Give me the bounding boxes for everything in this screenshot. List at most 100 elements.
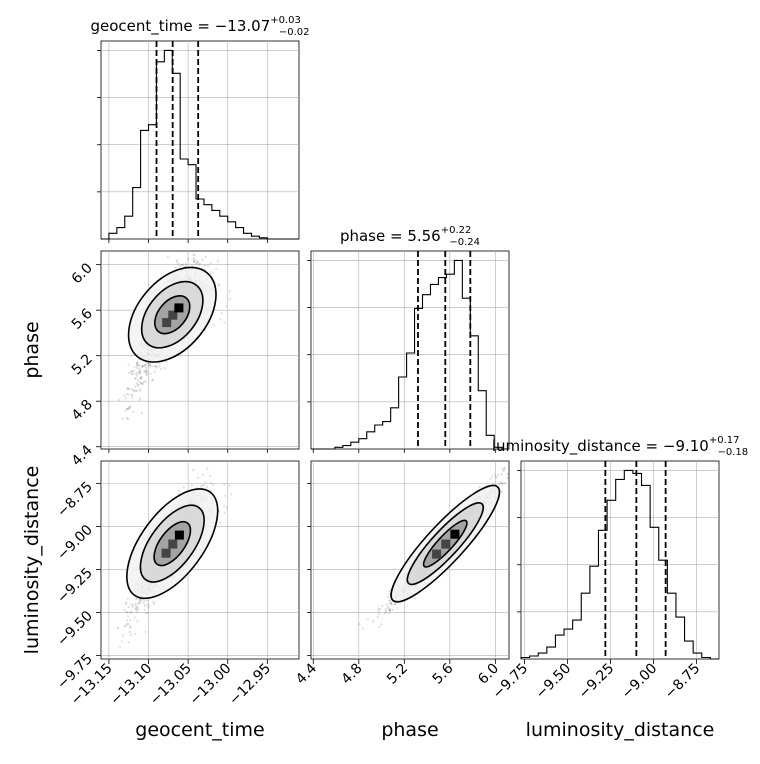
sample-point [126, 392, 129, 396]
sample-point [385, 610, 388, 613]
sample-point [131, 397, 134, 400]
sample-point [130, 633, 133, 637]
sample-point [184, 263, 188, 266]
sample-point [137, 379, 140, 382]
sample-point [144, 365, 147, 368]
sample-point [223, 512, 226, 515]
sample-point [139, 598, 142, 602]
sample-point [201, 473, 204, 476]
sample-point [139, 371, 142, 374]
sample-point [117, 626, 120, 630]
title-value: geocent_time = −13.07 [90, 17, 270, 36]
sample-point [385, 603, 388, 606]
sample-point [140, 375, 143, 378]
sample-point [117, 398, 121, 402]
sample-point [219, 521, 222, 524]
panel-phase-vs-luminosity_distance [310, 460, 510, 660]
sample-point [144, 370, 147, 373]
sample-point [145, 362, 148, 365]
hist-panel-luminosity_distance: luminosity_distance = −9.10+0.17 −0.18 [492, 435, 748, 660]
sample-point [193, 260, 196, 263]
sample-point [376, 615, 379, 619]
sample-point [196, 261, 199, 264]
sample-point [135, 363, 138, 366]
sample-point [129, 619, 132, 622]
sample-point [131, 372, 134, 375]
sample-point [129, 626, 132, 629]
sample-point [197, 476, 200, 479]
sample-point [139, 388, 142, 391]
sample-point [125, 417, 128, 420]
sample-point [133, 616, 136, 619]
sample-point [135, 389, 138, 392]
sample-point [151, 379, 154, 382]
sample-point [146, 611, 149, 614]
sample-point [125, 602, 128, 605]
sample-point [127, 393, 130, 396]
sample-point [206, 264, 209, 267]
sample-point [124, 397, 127, 400]
sample-point [163, 367, 167, 370]
sample-point [136, 608, 140, 611]
sample-point [166, 255, 169, 258]
sample-point [181, 263, 184, 266]
x-tick-label-phase: 5.6 [430, 660, 457, 687]
sample-point [137, 383, 140, 386]
sample-point [138, 364, 141, 367]
sample-point [506, 472, 509, 476]
sample-point [389, 599, 392, 602]
sample-point [176, 259, 179, 262]
y-axis-label-phase: phase [21, 321, 43, 378]
y-tick-label-phase: 6.0 [69, 260, 96, 287]
sample-point [149, 363, 152, 367]
sample-point [177, 489, 180, 492]
sample-point [192, 259, 195, 262]
sample-point [136, 606, 139, 609]
sample-point [136, 360, 139, 363]
x-tick-label-phase: 4.4 [293, 660, 320, 687]
sample-point [128, 407, 131, 410]
density-peak [168, 539, 178, 549]
title-plus: +0.17 [709, 435, 740, 446]
sample-point [142, 602, 146, 605]
density-peak [161, 548, 171, 558]
sample-point [125, 408, 129, 411]
sample-point [147, 606, 150, 609]
sample-point [142, 599, 146, 603]
sample-point [126, 623, 129, 626]
panel-geocent_time-vs-phase [100, 250, 300, 450]
sample-point [145, 370, 148, 373]
sample-point [223, 483, 226, 486]
sample-point [138, 399, 141, 402]
sample-point [496, 473, 500, 476]
sample-point [200, 485, 203, 488]
sample-point [193, 254, 196, 257]
sample-point [158, 365, 161, 368]
sample-point [138, 368, 141, 371]
sample-point [139, 377, 142, 380]
y-tick-label-luminosity_distance: −9.25 [54, 565, 96, 607]
sample-point [127, 407, 130, 410]
sample-point [136, 384, 139, 387]
density-peak [174, 530, 184, 540]
sample-point [143, 363, 146, 366]
sample-point [212, 483, 215, 486]
hist-panel-geocent_time: geocent_time = −13.07+0.03 −0.02 [90, 15, 310, 240]
sample-point [384, 608, 387, 611]
y-tick-label-phase: 4.8 [69, 397, 96, 424]
sample-point [127, 605, 130, 609]
sample-point [179, 265, 182, 268]
sample-point [197, 263, 200, 266]
sample-point [182, 486, 185, 489]
sample-point [500, 473, 503, 476]
sample-point [159, 367, 162, 370]
sample-point [209, 271, 212, 274]
sample-point [138, 370, 141, 373]
sample-point [122, 634, 125, 637]
histogram-luminosity_distance [520, 469, 719, 660]
sample-point [223, 321, 226, 324]
title-phase: phase = 5.56+0.22 −0.24 [340, 225, 480, 248]
sample-point [124, 409, 127, 412]
density-peak [432, 549, 442, 559]
sample-point [203, 484, 206, 487]
